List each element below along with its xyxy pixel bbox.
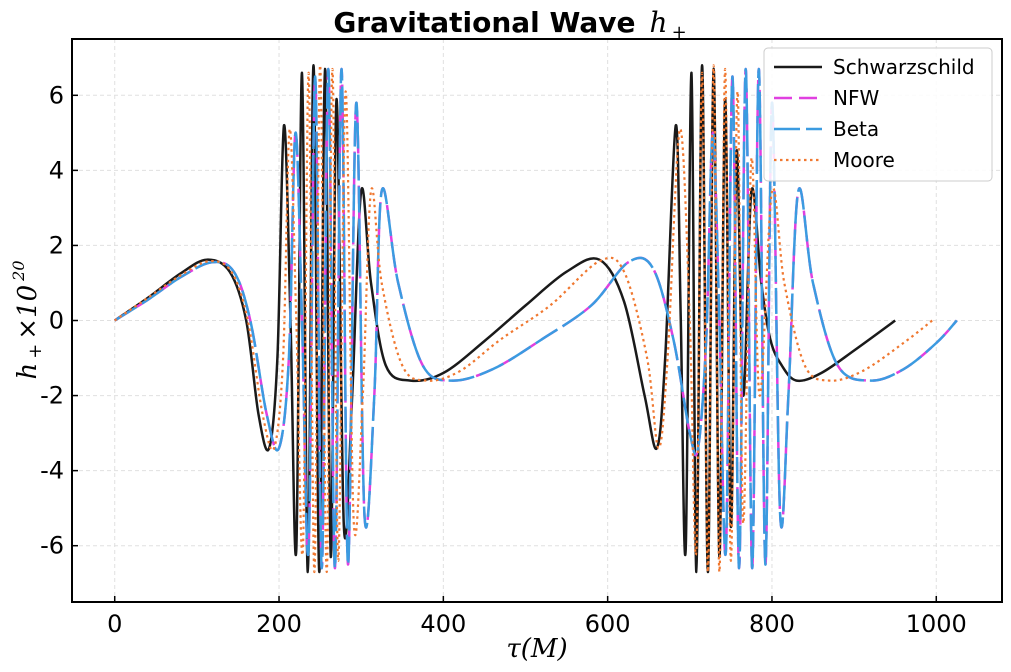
- legend-box: [763, 47, 993, 182]
- x-axis-label: τ(M): [506, 634, 567, 664]
- x-tick-label: 600: [585, 610, 631, 638]
- legend-label-schwarzschild: Schwarzschild: [833, 55, 975, 79]
- legend-label-moore: Moore: [833, 148, 895, 172]
- x-tick-label: 1000: [906, 610, 967, 638]
- y-tick-label: 2: [49, 231, 64, 259]
- series-layer: [113, 64, 958, 574]
- x-tick-label: 200: [256, 610, 302, 638]
- y-axis-label-times: ×10: [13, 285, 43, 340]
- y-tick-label: -2: [40, 382, 64, 410]
- y-axis-label-exp: 20: [9, 260, 28, 281]
- axes-layer: 0 200 400 600 800 1000 -6 -4 -2 0 2 4 6: [40, 38, 1003, 638]
- y-tick-label: 0: [49, 307, 64, 335]
- chart-title-math-sub: +: [672, 22, 687, 43]
- chart-title-math: h: [650, 6, 668, 39]
- y-axis-label-main: h: [13, 363, 43, 380]
- y-tick-label: -4: [40, 457, 64, 485]
- y-axis-label-sub: +: [25, 344, 46, 359]
- legend-label-beta: Beta: [833, 117, 879, 141]
- legend-label-nfw: NFW: [833, 86, 879, 110]
- y-tick-label: -6: [40, 532, 64, 560]
- y-axis-label: h + ×10 20: [9, 260, 46, 379]
- x-tick-label: 800: [749, 610, 795, 638]
- y-tick-label: 4: [49, 156, 64, 184]
- y-tick-label: 6: [49, 81, 64, 109]
- grid-layer: [72, 39, 1002, 602]
- series-line-moore: [114, 64, 933, 574]
- chart-title: Gravitational Wave h +: [333, 6, 686, 43]
- x-tick-label: 0: [107, 610, 122, 638]
- x-tick-label: 400: [420, 610, 466, 638]
- chart-title-text: Gravitational Wave: [333, 6, 635, 39]
- series-line-beta: [114, 67, 958, 570]
- legend: Schwarzschild NFW Beta Moore: [763, 47, 993, 182]
